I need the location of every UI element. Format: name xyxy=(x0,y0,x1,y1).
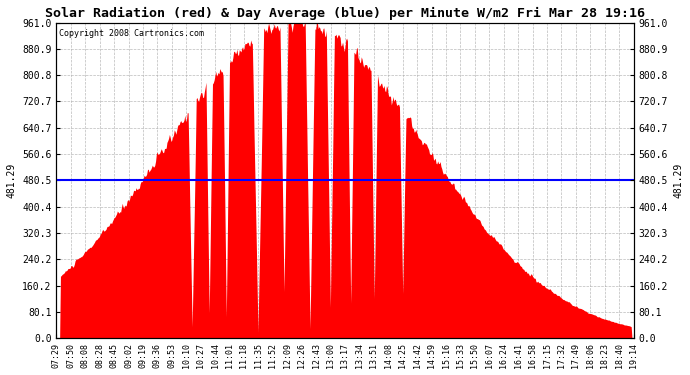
Title: Solar Radiation (red) & Day Average (blue) per Minute W/m2 Fri Mar 28 19:16: Solar Radiation (red) & Day Average (blu… xyxy=(45,7,645,20)
Text: 481.29: 481.29 xyxy=(673,162,683,198)
Text: 481.29: 481.29 xyxy=(7,162,17,198)
Text: Copyright 2008 Cartronics.com: Copyright 2008 Cartronics.com xyxy=(59,29,204,38)
